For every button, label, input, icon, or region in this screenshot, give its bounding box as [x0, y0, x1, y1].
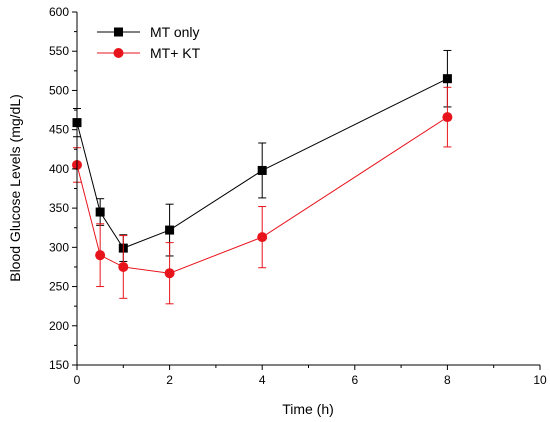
y-tick-label: 250 — [49, 280, 69, 294]
x-tick-label: 10 — [533, 373, 547, 387]
x-tick-label: 6 — [351, 373, 358, 387]
y-tick-label: 200 — [49, 319, 69, 333]
x-tick-label: 0 — [74, 373, 81, 387]
data-point-square — [95, 207, 105, 217]
legend-marker-circle — [113, 48, 124, 58]
data-point-circle — [257, 232, 268, 243]
data-point-circle — [95, 250, 106, 261]
x-tick-label: 2 — [166, 373, 173, 387]
x-axis-title: Time (h) — [282, 401, 334, 417]
y-axis-title: Blood Glucose Levels (mg/dL) — [7, 94, 23, 282]
y-tick-label: 150 — [49, 358, 69, 372]
data-point-square — [165, 225, 175, 235]
legend-marker-square — [114, 27, 123, 37]
series-line — [76, 78, 448, 249]
y-tick-label: 350 — [49, 201, 69, 215]
legend-label: MT only — [150, 24, 200, 40]
x-tick-label: 4 — [259, 373, 266, 387]
y-tick-label: 300 — [49, 240, 69, 254]
data-point-circle — [118, 261, 129, 272]
data-point-square — [442, 74, 452, 84]
legend-label: MT+ KT — [150, 45, 201, 61]
plot-area — [72, 49, 453, 305]
data-point-circle — [164, 268, 175, 279]
y-tick-label: 550 — [49, 44, 69, 58]
data-point-square — [257, 165, 267, 175]
legend: MT only MT+ KT — [97, 24, 201, 61]
data-point-circle — [442, 112, 453, 123]
series-line — [76, 116, 448, 274]
y-tick-label: 400 — [49, 162, 69, 176]
y-tick-label: 600 — [49, 5, 69, 19]
axes: 0 2 4 6 8 10 150 200 250 300 350 400 450 500 550 600 — [49, 5, 547, 387]
y-tick-label: 500 — [49, 83, 69, 97]
x-tick-label: 8 — [444, 373, 451, 387]
y-tick-label: 450 — [49, 123, 69, 137]
